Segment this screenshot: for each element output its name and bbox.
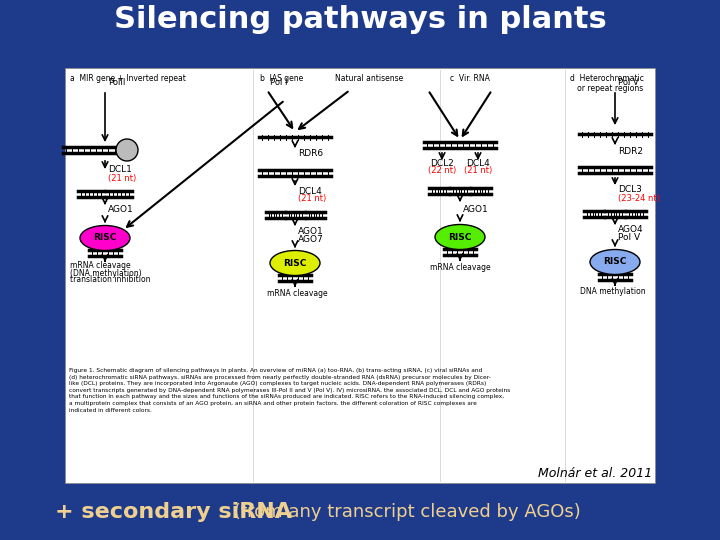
Text: RISC: RISC — [449, 233, 472, 241]
Text: translation inhibition: translation inhibition — [70, 275, 150, 285]
Text: Molnár et al. 2011: Molnár et al. 2011 — [538, 467, 652, 480]
Text: Pol V: Pol V — [618, 233, 640, 242]
Text: (23-24 nt): (23-24 nt) — [618, 193, 660, 202]
Text: (21 nt): (21 nt) — [464, 166, 492, 176]
Text: Natural antisense: Natural antisense — [335, 74, 403, 83]
Text: DCL4: DCL4 — [298, 186, 322, 195]
Text: (21 nt): (21 nt) — [298, 194, 326, 204]
Text: PolII: PolII — [108, 78, 125, 87]
FancyBboxPatch shape — [65, 68, 655, 483]
Text: (DNA methylation): (DNA methylation) — [70, 268, 142, 278]
Text: DCL1: DCL1 — [108, 165, 132, 174]
Text: Pol I: Pol I — [270, 78, 287, 87]
Text: RDR2: RDR2 — [618, 146, 643, 156]
Text: DCL2: DCL2 — [430, 159, 454, 167]
Text: + secondary siRNA: + secondary siRNA — [55, 502, 292, 522]
Text: RDR6: RDR6 — [298, 150, 323, 159]
Text: a  MIR gene + Inverted repeat: a MIR gene + Inverted repeat — [70, 74, 186, 83]
Text: DCL3: DCL3 — [618, 186, 642, 194]
Ellipse shape — [590, 249, 640, 274]
Text: Pol V: Pol V — [618, 78, 639, 87]
Text: (22 nt): (22 nt) — [428, 166, 456, 176]
Text: d  Heterochromatic
   or repeat regions: d Heterochromatic or repeat regions — [570, 74, 644, 93]
Text: c  Vir. RNA: c Vir. RNA — [450, 74, 490, 83]
Text: (21 nt): (21 nt) — [108, 173, 136, 183]
Text: AGO1: AGO1 — [298, 226, 324, 235]
Text: RISC: RISC — [603, 258, 626, 267]
Text: Figure 1. Schematic diagram of silencing pathways in plants. An overview of miRN: Figure 1. Schematic diagram of silencing… — [69, 368, 510, 413]
Text: AGO7: AGO7 — [298, 234, 324, 244]
Text: mRNA cleavage: mRNA cleavage — [267, 288, 328, 298]
Text: mRNA cleavage: mRNA cleavage — [70, 261, 130, 271]
Text: AGO4: AGO4 — [618, 226, 644, 234]
Text: AGO1: AGO1 — [108, 206, 134, 214]
Text: Silencing pathways in plants: Silencing pathways in plants — [114, 5, 606, 35]
Text: AGO1: AGO1 — [463, 205, 489, 213]
Text: RISC: RISC — [94, 233, 117, 242]
Text: RISC: RISC — [283, 259, 307, 267]
Text: mRNA cleavage: mRNA cleavage — [430, 262, 490, 272]
Text: DCL4: DCL4 — [466, 159, 490, 167]
Text: b  IAS gene: b IAS gene — [260, 74, 303, 83]
Ellipse shape — [270, 251, 320, 275]
Ellipse shape — [80, 226, 130, 251]
Text: (from any transcript cleaved by AGOs): (from any transcript cleaved by AGOs) — [228, 503, 581, 521]
Text: DNA methylation: DNA methylation — [580, 287, 646, 296]
Circle shape — [116, 139, 138, 161]
Ellipse shape — [435, 225, 485, 249]
